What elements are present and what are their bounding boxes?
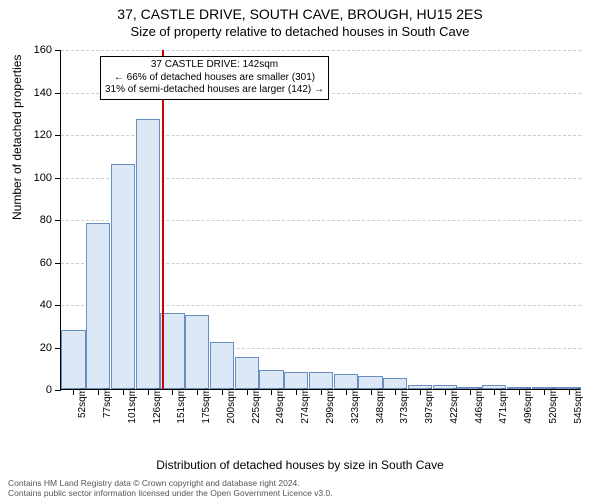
x-tick (271, 389, 272, 395)
grid-line (61, 50, 581, 51)
x-tick (247, 389, 248, 395)
x-tick-label: 520sqm (548, 388, 559, 424)
y-tick-label: 60 (12, 257, 52, 269)
chart-area: 02040608010012014016052sqm77sqm101sqm126… (60, 50, 580, 390)
x-tick-label: 496sqm (523, 388, 534, 424)
x-tick-label: 422sqm (449, 388, 460, 424)
y-tick (55, 135, 61, 136)
x-tick (321, 389, 322, 395)
plot-region: 02040608010012014016052sqm77sqm101sqm126… (60, 50, 580, 390)
y-tick (55, 348, 61, 349)
x-tick-label: 52sqm (77, 388, 88, 418)
annotation-line3: 31% of semi-detached houses are larger (… (105, 84, 324, 97)
x-tick-label: 200sqm (226, 388, 237, 424)
histogram-bar (334, 374, 358, 389)
x-tick-label: 348sqm (375, 388, 386, 424)
x-tick (445, 389, 446, 395)
x-tick (569, 389, 570, 395)
x-tick (470, 389, 471, 395)
annotation-line1: 37 CASTLE DRIVE: 142sqm (105, 59, 324, 72)
x-tick-label: 126sqm (152, 388, 163, 424)
x-tick (519, 389, 520, 395)
x-tick (98, 389, 99, 395)
footer-text: Contains HM Land Registry data © Crown c… (8, 478, 592, 498)
x-tick-label: 446sqm (474, 388, 485, 424)
x-tick (296, 389, 297, 395)
property-marker-line (162, 50, 164, 389)
histogram-bar (61, 330, 85, 390)
y-tick (55, 390, 61, 391)
x-tick (222, 389, 223, 395)
histogram-bar (136, 119, 160, 389)
x-tick (197, 389, 198, 395)
y-tick (55, 93, 61, 94)
y-tick-label: 20 (12, 342, 52, 354)
annotation-line2: ← 66% of detached houses are smaller (30… (105, 72, 324, 85)
histogram-bar (284, 372, 308, 389)
x-tick-label: 323sqm (350, 388, 361, 424)
y-tick-label: 0 (12, 384, 52, 396)
y-tick (55, 263, 61, 264)
x-tick-label: 471sqm (498, 388, 509, 424)
x-tick-label: 77sqm (102, 388, 113, 418)
x-tick (346, 389, 347, 395)
x-tick (420, 389, 421, 395)
y-tick (55, 305, 61, 306)
x-tick-label: 101sqm (127, 388, 138, 424)
y-tick (55, 220, 61, 221)
y-tick-label: 40 (12, 299, 52, 311)
x-tick-label: 225sqm (251, 388, 262, 424)
x-tick (172, 389, 173, 395)
x-tick (371, 389, 372, 395)
x-tick (73, 389, 74, 395)
y-tick (55, 50, 61, 51)
histogram-bar (259, 370, 283, 389)
annotation-box: 37 CASTLE DRIVE: 142sqm ← 66% of detache… (100, 56, 329, 100)
histogram-bar (111, 164, 135, 389)
histogram-bar (86, 223, 110, 389)
x-tick-label: 373sqm (399, 388, 410, 424)
x-tick (148, 389, 149, 395)
x-tick (123, 389, 124, 395)
x-tick-label: 175sqm (201, 388, 212, 424)
x-tick (494, 389, 495, 395)
x-tick-label: 299sqm (325, 388, 336, 424)
footer-line2: Contains public sector information licen… (8, 488, 592, 498)
x-tick (395, 389, 396, 395)
x-tick-label: 274sqm (300, 388, 311, 424)
x-axis-label: Distribution of detached houses by size … (0, 458, 600, 472)
y-axis-label: Number of detached properties (10, 55, 24, 220)
histogram-bar (210, 342, 234, 389)
x-tick-label: 151sqm (176, 388, 187, 424)
histogram-bar (309, 372, 333, 389)
y-tick (55, 178, 61, 179)
x-tick-label: 397sqm (424, 388, 435, 424)
chart-container: 37, CASTLE DRIVE, SOUTH CAVE, BROUGH, HU… (0, 0, 600, 500)
x-tick (544, 389, 545, 395)
chart-subtitle: Size of property relative to detached ho… (0, 22, 600, 39)
x-tick-label: 249sqm (275, 388, 286, 424)
histogram-bar (235, 357, 259, 389)
histogram-bar (185, 315, 209, 389)
x-tick-label: 545sqm (573, 388, 584, 424)
chart-title: 37, CASTLE DRIVE, SOUTH CAVE, BROUGH, HU… (0, 0, 600, 22)
footer-line1: Contains HM Land Registry data © Crown c… (8, 478, 592, 488)
